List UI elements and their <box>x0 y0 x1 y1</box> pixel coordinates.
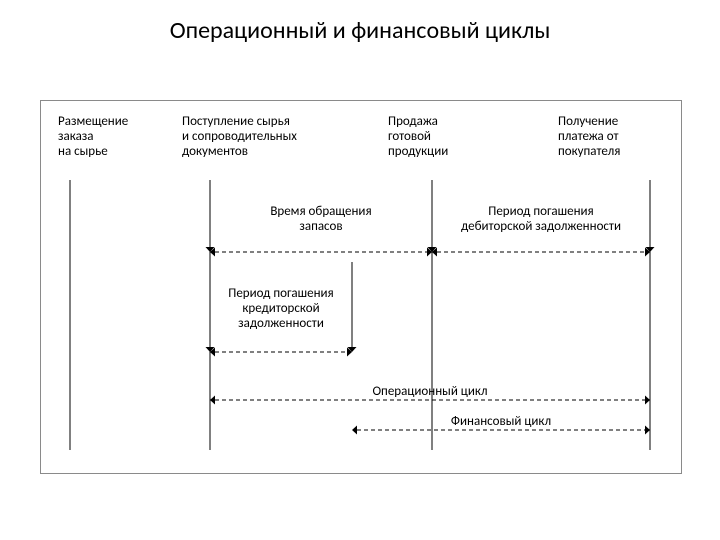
cycle-label: Операционный цикл <box>372 384 487 399</box>
span-label: Период погашениядебиторской задолженност… <box>461 204 621 234</box>
event-label: Размещениезаказана сырье <box>58 114 128 159</box>
event-label: Поступление сырьяи сопроводительныхдокум… <box>182 114 297 159</box>
cycle-label: Финансовый цикл <box>451 414 551 429</box>
event-label: Получениеплатежа отпокупателя <box>558 114 620 159</box>
diagram-svg: Размещениезаказана сырье Поступление сырь… <box>0 0 720 540</box>
span-label: Период погашениякредиторскойзадолженност… <box>228 286 333 331</box>
event-label: Продажаготовойпродукции <box>388 114 448 159</box>
span-label: Время обращениязапасов <box>270 204 371 234</box>
